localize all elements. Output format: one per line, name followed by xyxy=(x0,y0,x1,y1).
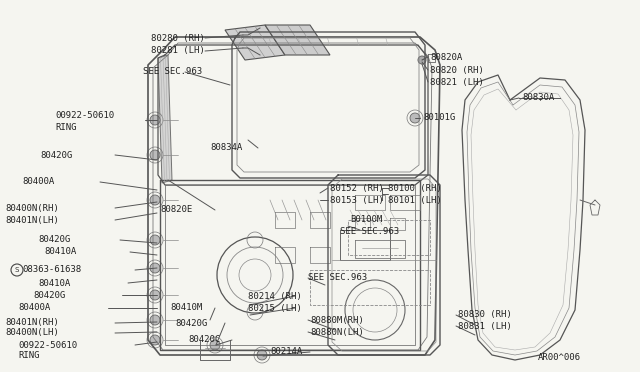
Polygon shape xyxy=(265,25,330,55)
Text: 80153 (LH): 80153 (LH) xyxy=(330,196,384,205)
Text: 80820A: 80820A xyxy=(430,52,462,61)
Circle shape xyxy=(150,263,160,273)
Text: 80400A: 80400A xyxy=(22,177,54,186)
Text: RING: RING xyxy=(18,352,40,360)
Polygon shape xyxy=(158,55,172,183)
Text: 80880M(RH): 80880M(RH) xyxy=(310,315,364,324)
Text: 80215 (LH): 80215 (LH) xyxy=(248,304,301,312)
Text: 80420G: 80420G xyxy=(38,235,70,244)
Polygon shape xyxy=(225,25,285,60)
Text: 80400A: 80400A xyxy=(18,304,51,312)
Circle shape xyxy=(150,315,160,325)
Text: 80410A: 80410A xyxy=(44,247,76,257)
Circle shape xyxy=(150,115,160,125)
Text: 08363-61638: 08363-61638 xyxy=(22,266,81,275)
Text: 80214A: 80214A xyxy=(270,347,302,356)
Circle shape xyxy=(150,150,160,160)
Text: 80101G: 80101G xyxy=(423,113,455,122)
Circle shape xyxy=(150,195,160,205)
Text: 80420G: 80420G xyxy=(40,151,72,160)
Text: 80152 (RH): 80152 (RH) xyxy=(330,183,384,192)
Text: 80400N(RH): 80400N(RH) xyxy=(5,203,59,212)
Text: S: S xyxy=(15,267,19,273)
Text: 00922-50610: 00922-50610 xyxy=(18,340,77,350)
Text: AR00^006: AR00^006 xyxy=(538,353,581,362)
Circle shape xyxy=(418,56,426,64)
Text: 80401N(LH): 80401N(LH) xyxy=(5,215,59,224)
Text: SEE SEC.963: SEE SEC.963 xyxy=(143,67,202,77)
Text: 80420G: 80420G xyxy=(175,318,207,327)
Text: 80280 (RH): 80280 (RH) xyxy=(151,33,205,42)
Text: 80400N(LH): 80400N(LH) xyxy=(5,328,59,337)
Text: 80880N(LH): 80880N(LH) xyxy=(310,327,364,337)
Text: 80101 (LH): 80101 (LH) xyxy=(388,196,442,205)
Text: 80420G: 80420G xyxy=(33,291,65,299)
Text: 80821 (LH): 80821 (LH) xyxy=(430,77,484,87)
Text: 80834A: 80834A xyxy=(210,144,243,153)
Text: 80820 (RH): 80820 (RH) xyxy=(430,65,484,74)
Text: 80410A: 80410A xyxy=(38,279,70,288)
Text: 80830 (RH): 80830 (RH) xyxy=(458,311,512,320)
Text: SEE SEC.963: SEE SEC.963 xyxy=(340,228,399,237)
Text: 80281 (LH): 80281 (LH) xyxy=(151,46,205,55)
Text: 00922-50610: 00922-50610 xyxy=(55,110,114,119)
Text: 80100 (RH): 80100 (RH) xyxy=(388,183,442,192)
Text: B0100M: B0100M xyxy=(350,215,382,224)
Circle shape xyxy=(150,235,160,245)
Circle shape xyxy=(257,350,267,360)
Text: 80401N(RH): 80401N(RH) xyxy=(5,318,59,327)
Text: 80420C: 80420C xyxy=(188,336,220,344)
Text: 80830A: 80830A xyxy=(522,93,554,103)
Text: 80831 (LH): 80831 (LH) xyxy=(458,321,512,330)
Text: 80820E: 80820E xyxy=(160,205,192,215)
Text: 80214 (RH): 80214 (RH) xyxy=(248,292,301,301)
Circle shape xyxy=(210,340,220,350)
Circle shape xyxy=(410,113,420,123)
Text: SEE SEC.963: SEE SEC.963 xyxy=(308,273,367,282)
Circle shape xyxy=(150,290,160,300)
Text: RING: RING xyxy=(55,122,77,131)
Circle shape xyxy=(150,335,160,345)
Text: 80410M: 80410M xyxy=(170,304,202,312)
